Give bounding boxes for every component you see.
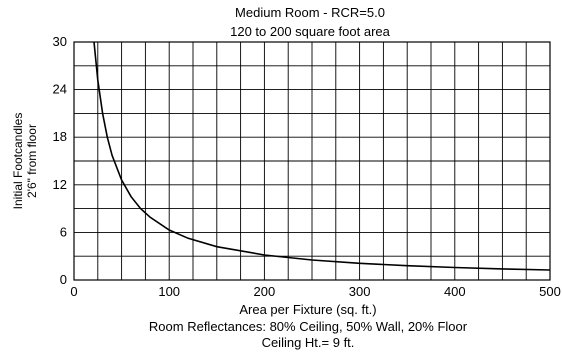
x-tick-label: 300 xyxy=(349,284,371,299)
plot-frame xyxy=(73,41,551,281)
series-line xyxy=(93,41,551,271)
x-tick-label: 400 xyxy=(444,284,466,299)
y-tick-label: 30 xyxy=(53,34,67,49)
tick-labels: 0 100 200 300 400 500 0 6 12 18 24 30 xyxy=(53,34,561,299)
x-tick-label: 200 xyxy=(254,284,276,299)
x-tick-label: 500 xyxy=(539,284,561,299)
ceiling-height-note: Ceiling Ht.= 9 ft. xyxy=(262,335,355,350)
y-tick-label: 12 xyxy=(53,177,67,192)
chart-subtitle: 120 to 200 square foot area xyxy=(230,24,391,39)
x-tick-label: 100 xyxy=(158,284,180,299)
chart-title: Medium Room - RCR=5.0 xyxy=(235,5,385,20)
y-axis-label-line-1: Initial Footcandles xyxy=(11,113,25,210)
y-tick-label: 6 xyxy=(60,224,67,239)
y-tick-label: 18 xyxy=(53,129,67,144)
reflectance-note: Room Reflectances: 80% Ceiling, 50% Wall… xyxy=(149,319,468,334)
y-tick-label: 0 xyxy=(60,272,67,287)
y-tick-label: 24 xyxy=(53,82,67,97)
grid xyxy=(74,42,550,280)
x-tick-label: 0 xyxy=(70,284,77,299)
y-axis-label-line-2: 2'6" from floor xyxy=(25,124,39,198)
x-axis-label: Area per Fixture (sq. ft.) xyxy=(239,302,376,317)
